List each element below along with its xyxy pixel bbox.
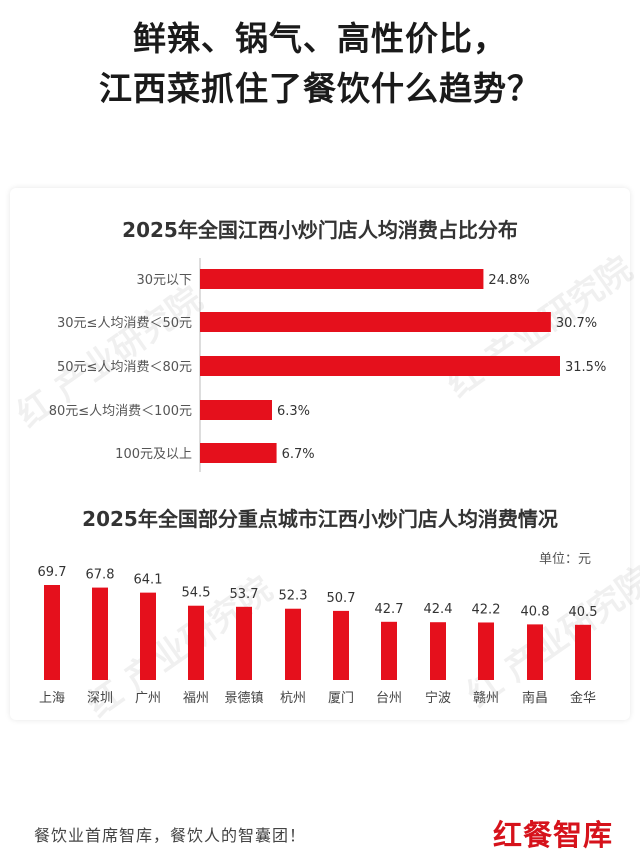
footer-slogan: 餐饮业首席智库，餐饮人的智囊团！ — [34, 826, 307, 845]
v-category-label: 景德镇 — [224, 691, 263, 706]
headline: 鲜辣、锅气、高性价比， 江西菜抓住了餐饮什么趋势？ — [0, 14, 640, 114]
v-bar — [381, 621, 397, 680]
v-value-label: 40.5 — [569, 605, 598, 620]
h-category-label: 100元及以上 — [115, 447, 192, 462]
v-bar — [236, 606, 252, 680]
v-bar — [430, 622, 446, 680]
v-category-label: 深圳 — [87, 691, 113, 706]
v-value-label: 54.5 — [182, 586, 211, 601]
v-value-label: 53.7 — [230, 587, 259, 602]
v-bar — [478, 622, 494, 680]
h-bar — [200, 356, 560, 376]
v-value-label: 52.3 — [279, 589, 308, 604]
v-bar — [44, 585, 60, 680]
v-value-label: 69.7 — [38, 565, 67, 580]
h-bar — [200, 400, 272, 420]
v-category-label: 宁波 — [425, 690, 451, 706]
v-value-label: 40.8 — [521, 604, 550, 619]
h-value-label: 6.7% — [282, 447, 315, 462]
v-value-label: 42.2 — [472, 602, 501, 617]
h-value-label: 6.3% — [277, 404, 310, 419]
h-category-label: 30元≤人均消费＜50元 — [57, 316, 192, 331]
v-bar — [285, 608, 301, 680]
h-category-label: 80元≤人均消费＜100元 — [49, 404, 192, 419]
h-value-label: 24.8% — [488, 273, 529, 288]
h-bar — [200, 312, 551, 332]
v-bar — [188, 605, 204, 680]
headline-line-1: 鲜辣、锅气、高性价比， — [133, 19, 507, 58]
h-bar — [200, 269, 484, 289]
v-category-label: 福州 — [183, 691, 209, 706]
v-bar — [575, 624, 591, 680]
footer-logo: 红餐智库 — [493, 818, 614, 852]
v-category-label: 上海 — [39, 691, 65, 706]
v-category-label: 南昌 — [522, 690, 548, 706]
h-value-label: 31.5% — [565, 360, 606, 375]
v-bar — [140, 592, 156, 680]
unit-label: 单位：元 — [539, 552, 592, 567]
v-bar — [527, 624, 543, 680]
h-category-label: 30元以下 — [136, 273, 192, 288]
bar-chart-2-title: 2025年全国部分重点城市江西小炒门店人均消费情况 — [82, 507, 558, 531]
h-category-label: 50元≤人均消费＜80元 — [57, 360, 192, 375]
h-bar — [200, 443, 277, 463]
v-category-label: 杭州 — [280, 691, 306, 706]
v-value-label: 67.8 — [86, 568, 115, 583]
h-value-label: 30.7% — [556, 316, 597, 331]
v-value-label: 64.1 — [134, 573, 163, 588]
v-category-label: 台州 — [376, 691, 402, 706]
v-value-label: 50.7 — [327, 591, 356, 606]
bar-chart-1-title: 2025年全国江西小炒门店人均消费占比分布 — [122, 218, 518, 242]
v-category-label: 赣州 — [473, 691, 499, 706]
v-bar — [333, 610, 349, 680]
v-value-label: 42.7 — [375, 602, 404, 617]
v-value-label: 42.4 — [424, 602, 453, 617]
v-category-label: 广州 — [135, 691, 161, 706]
v-bar — [92, 587, 108, 680]
headline-line-2: 江西菜抓住了餐饮什么趋势？ — [99, 69, 541, 108]
v-category-label: 金华 — [570, 690, 596, 706]
v-category-label: 厦门 — [328, 691, 354, 706]
